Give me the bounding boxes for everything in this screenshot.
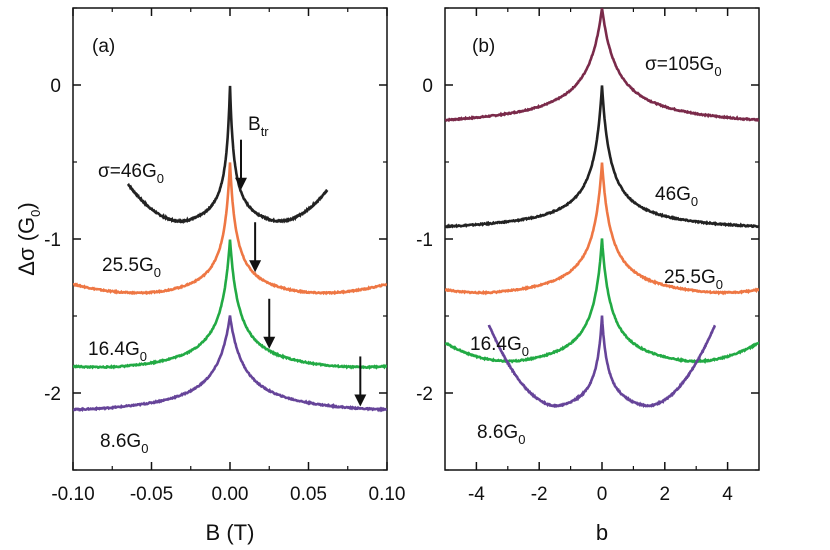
x-axis-title-b: b <box>596 520 608 545</box>
y-tick-label-a-2: -2 <box>44 384 61 405</box>
x-axis-title-a: B (T) <box>206 520 255 545</box>
btr-arrow-head-1 <box>249 260 262 273</box>
panel-a-frame <box>72 7 388 471</box>
series-line-a-0 <box>126 85 329 224</box>
y-tick-label-a-1: -1 <box>44 230 61 251</box>
series-label-b-1: 46G0 <box>655 184 698 209</box>
series-line-a-3 <box>73 315 387 413</box>
panel-a: -0.10 -0.05 0.00 0.05 0.10 0 -1 -2 (a) Btr σ=46… <box>14 7 406 545</box>
btr-arrow-head-2 <box>263 336 276 349</box>
series-line-b-2 <box>445 162 759 296</box>
series-label-b-4: 8.6G0 <box>477 422 525 447</box>
series-line-a-2 <box>73 239 387 370</box>
panel-a-arrows <box>234 139 367 407</box>
series-line-b-4 <box>487 315 717 409</box>
x-tick-label-b-2: 0 <box>597 484 608 505</box>
y-axis-title: Δσ (G0) <box>14 202 43 275</box>
panel-a-curves <box>73 85 387 413</box>
panel-a-label: (a) <box>92 36 115 57</box>
x-tick-label-b-4: 4 <box>722 484 733 505</box>
series-line-b-1 <box>445 85 759 229</box>
x-tick-label-a-2: 0.00 <box>212 484 249 505</box>
y-tick-label-b-0: 0 <box>422 76 433 97</box>
panel-a-ticks: -0.10 -0.05 0.00 0.05 0.10 0 -1 -2 <box>44 7 406 505</box>
y-tick-label-a-0: 0 <box>50 76 61 97</box>
series-label-a-1: 25.5G0 <box>102 255 161 280</box>
series-label-a-2: 16.4G0 <box>88 339 147 364</box>
panel-b: -4 -2 0 2 4 0 -1 -2 (b) σ=105G0 46G0 25.5G0 16.… <box>416 7 760 545</box>
series-label-b-3: 16.4G0 <box>470 334 529 359</box>
y-tick-label-b-1: -1 <box>416 230 433 251</box>
series-label-a-3: 8.6G0 <box>100 431 148 456</box>
y-tick-label-b-2: -2 <box>416 384 433 405</box>
x-tick-label-a-1: -0.05 <box>130 484 173 505</box>
btr-arrow-head-3 <box>354 394 367 407</box>
series-line-b-3 <box>445 238 759 365</box>
x-tick-label-a-0: -0.10 <box>51 484 94 505</box>
x-tick-label-b-3: 2 <box>660 484 671 505</box>
x-tick-label-a-3: 0.05 <box>290 484 327 505</box>
x-tick-label-b-1: -2 <box>531 484 548 505</box>
panel-b-ticks: -4 -2 0 2 4 0 -1 -2 <box>416 7 759 505</box>
btr-arrow-head-0 <box>234 177 247 190</box>
panel-b-curves <box>445 8 759 409</box>
x-tick-label-a-4: 0.10 <box>369 484 406 505</box>
series-label-b-0: σ=105G0 <box>645 54 722 79</box>
btr-label: Btr <box>248 114 269 139</box>
series-line-a-1 <box>73 162 387 296</box>
panel-b-label: (b) <box>472 36 495 57</box>
series-line-b-0 <box>445 8 759 123</box>
series-label-a-0: σ=46G0 <box>98 161 164 186</box>
x-tick-label-b-0: -4 <box>468 484 485 505</box>
series-label-b-2: 25.5G0 <box>664 267 723 292</box>
